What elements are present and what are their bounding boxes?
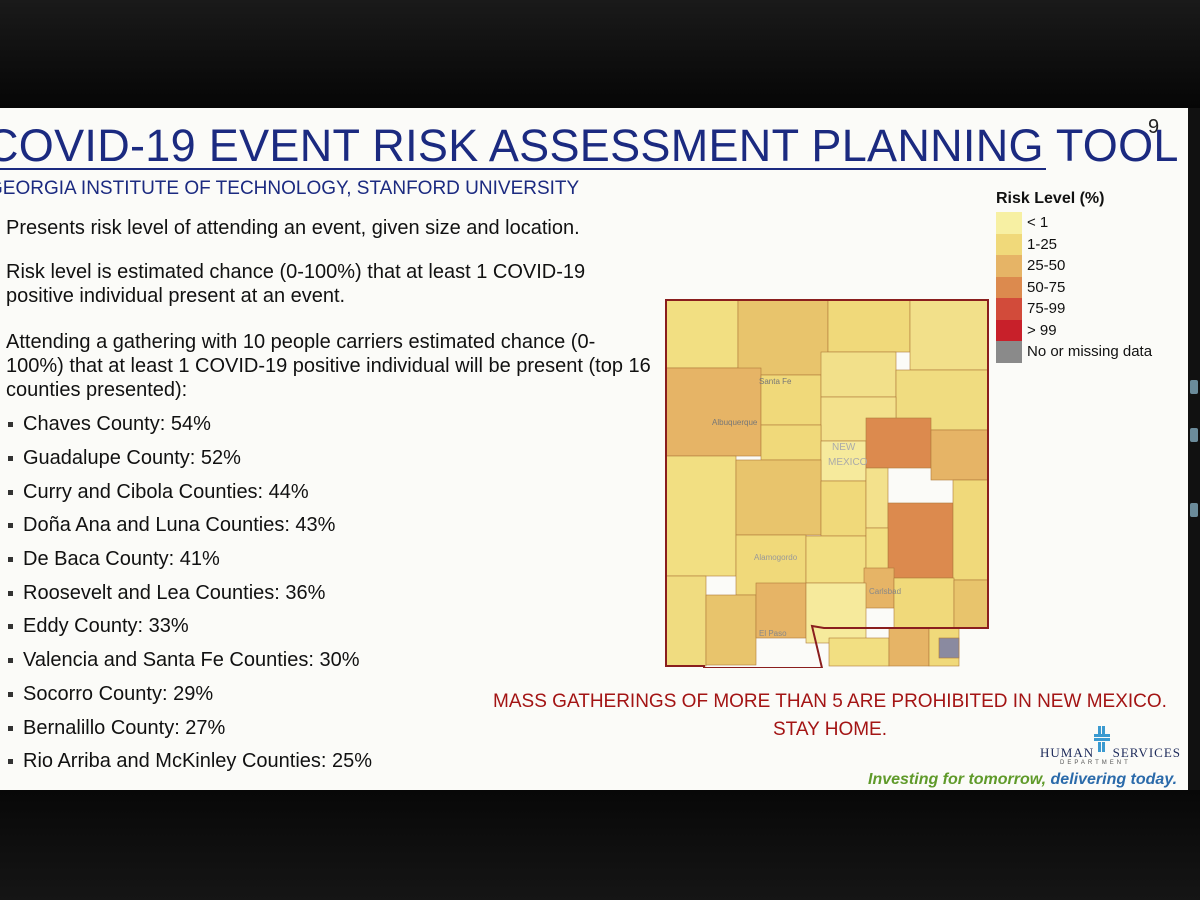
bullet-square-icon xyxy=(8,590,13,596)
monitor-bezel-bottom xyxy=(0,790,1200,900)
list-item: Bernalillo County: 27% xyxy=(8,711,372,745)
county-choropleth: Santa Fe Albuquerque NEW MEXICO Alamogor… xyxy=(664,298,994,668)
tagline-part-2: delivering today. xyxy=(1050,771,1178,788)
county-risk-text: De Baca County: 41% xyxy=(23,548,220,571)
legend-swatch xyxy=(996,276,1022,298)
zia-sun-logo-icon xyxy=(1094,726,1110,752)
tagline: Investing for tomorrow, delivering today… xyxy=(868,771,1177,789)
list-item: Chaves County: 54% xyxy=(8,408,372,442)
list-item: Roosevelt and Lea Counties: 36% xyxy=(8,576,372,610)
hsd-logo-name: HUMAN SERVICES xyxy=(1040,745,1181,761)
map-label-carlsbad: Carlsbad xyxy=(869,587,901,596)
county-risk-text: Eddy County: 33% xyxy=(23,615,189,638)
bullet-square-icon xyxy=(8,456,13,462)
legend-item: > 99 xyxy=(996,319,1176,341)
bullet-description: Presents risk level of attending an even… xyxy=(6,217,580,239)
list-item: Rio Arriba and McKinley Counties: 25% xyxy=(8,745,372,779)
map-label-state-line2: MEXICO xyxy=(828,457,868,468)
bullet-square-icon xyxy=(8,691,13,697)
map-label-state-line1: NEW xyxy=(832,442,856,453)
list-item: De Baca County: 41% xyxy=(8,543,372,577)
county-risk-list: Chaves County: 54% Guadalupe County: 52%… xyxy=(8,408,372,779)
county-risk-text: Guadalupe County: 52% xyxy=(23,447,241,470)
list-item: Curry and Cibola Counties: 44% xyxy=(8,475,372,509)
warning-line-1: MASS GATHERINGS OF MORE THAN 5 ARE PROHI… xyxy=(493,691,1167,712)
legend-label: 50-75 xyxy=(1027,278,1066,296)
legend-item: 50-75 xyxy=(996,276,1176,298)
gathering-warning: MASS GATHERINGS OF MORE THAN 5 ARE PROHI… xyxy=(490,688,1170,744)
legend-item: 1-25 xyxy=(996,233,1176,255)
county-risk-text: Doña Ana and Luna Counties: 43% xyxy=(23,514,336,537)
page-number: 9 xyxy=(1148,116,1160,138)
title-underline xyxy=(0,168,1046,170)
legend-title: Risk Level (%) xyxy=(996,190,1105,207)
presentation-slide: 9 COVID-19 EVENT RISK ASSESSMENT PLANNIN… xyxy=(0,108,1188,790)
county-risk-text: Chaves County: 54% xyxy=(23,413,211,436)
monitor-bezel-top xyxy=(0,0,1200,108)
legend-item: 75-99 xyxy=(996,298,1176,320)
logo-name-left: HUMAN xyxy=(1040,745,1095,760)
county-risk-text: Rio Arriba and McKinley Counties: 25% xyxy=(23,750,373,773)
list-item: Doña Ana and Luna Counties: 43% xyxy=(8,509,372,543)
tagline-part-1: Investing for tomorrow, xyxy=(868,771,1051,788)
slide-subtitle: GEORGIA INSTITUTE OF TECHNOLOGY, STANFOR… xyxy=(0,178,580,199)
map-label-el-paso: El Paso xyxy=(759,629,787,638)
legend-label: > 99 xyxy=(1027,321,1057,339)
county-risk-text: Bernalillo County: 27% xyxy=(23,716,226,739)
bullet-square-icon xyxy=(8,759,13,765)
legend-label: < 1 xyxy=(1027,214,1049,232)
bullet-risk-definition: Risk level is estimated chance (0-100%) … xyxy=(6,261,586,307)
bullet-square-icon xyxy=(8,557,13,563)
legend-swatch xyxy=(996,341,1022,363)
list-item: Socorro County: 29% xyxy=(8,678,372,712)
legend-label: 1-25 xyxy=(1027,235,1058,253)
bullet-gathering-explanation: Attending a gathering with 10 people car… xyxy=(6,331,651,401)
county-risk-text: Socorro County: 29% xyxy=(23,682,214,705)
bullet-square-icon xyxy=(8,658,13,664)
bullet-square-icon xyxy=(8,523,13,529)
list-item: Guadalupe County: 52% xyxy=(8,442,372,476)
bullet-square-icon xyxy=(8,489,13,495)
logo-name-right: SERVICES xyxy=(1112,745,1181,760)
county-risk-text: Roosevelt and Lea Counties: 36% xyxy=(23,581,326,604)
bullet-square-icon xyxy=(8,725,13,731)
list-item: Eddy County: 33% xyxy=(8,610,372,644)
map-label-albuquerque: Albuquerque xyxy=(712,418,758,427)
slide-title: COVID-19 EVENT RISK ASSESSMENT PLANNING … xyxy=(0,120,1179,171)
logo-department: DEPARTMENT xyxy=(1060,760,1131,766)
monitor-right-edge xyxy=(1188,108,1200,790)
legend-swatch xyxy=(996,298,1022,320)
legend-swatch xyxy=(996,233,1022,255)
edge-reflection xyxy=(1190,428,1198,442)
edge-reflection xyxy=(1190,380,1198,394)
edge-reflection xyxy=(1190,503,1198,517)
county-risk-text: Curry and Cibola Counties: 44% xyxy=(23,480,309,503)
map-label-santa-fe: Santa Fe xyxy=(759,377,792,386)
bullet-square-icon xyxy=(8,422,13,428)
new-mexico-risk-map: Santa Fe Albuquerque NEW MEXICO Alamogor… xyxy=(664,298,994,668)
map-label-alamogordo: Alamogordo xyxy=(754,553,798,562)
legend-swatch xyxy=(996,212,1022,234)
legend-label: 75-99 xyxy=(1027,300,1066,318)
risk-level-legend: Risk Level (%) < 1 1-25 25-50 50-75 75-9… xyxy=(996,190,1176,363)
county-risk-text: Valencia and Santa Fe Counties: 30% xyxy=(23,649,360,672)
legend-item: No or missing data xyxy=(996,341,1176,363)
warning-line-2: STAY HOME. xyxy=(772,719,888,740)
bullet-square-icon xyxy=(8,624,13,630)
legend-swatch xyxy=(996,319,1022,341)
legend-item: < 1 xyxy=(996,212,1176,234)
legend-item: 25-50 xyxy=(996,255,1176,277)
list-item: Valencia and Santa Fe Counties: 30% xyxy=(8,644,372,678)
legend-label: No or missing data xyxy=(1027,343,1153,361)
legend-swatch xyxy=(996,255,1022,277)
legend-label: 25-50 xyxy=(1027,257,1066,275)
